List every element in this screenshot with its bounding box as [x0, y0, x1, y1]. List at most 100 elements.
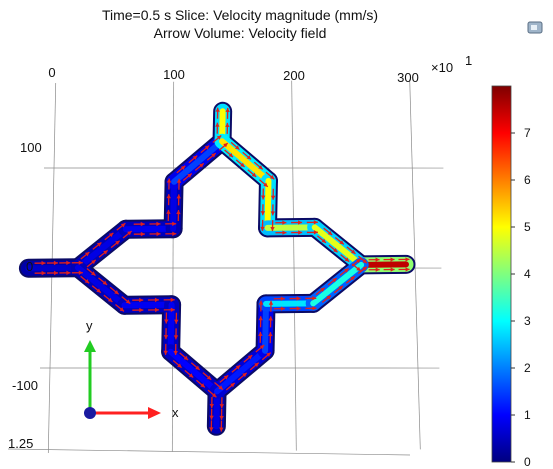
channel-core	[170, 178, 178, 232]
velocity-arrowhead	[298, 230, 303, 235]
velocity-arrowhead	[166, 178, 172, 183]
velocity-arrowhead	[266, 352, 271, 357]
velocity-arrowhead	[312, 306, 317, 311]
velocity-arrowhead	[204, 145, 210, 150]
velocity-arrowhead	[163, 350, 168, 355]
velocity-arrowhead	[66, 260, 71, 266]
velocity-arrowhead	[228, 152, 233, 158]
channel-core	[171, 138, 226, 185]
velocity-arrowhead	[258, 165, 263, 170]
velocity-arrowhead	[96, 288, 101, 293]
y-tick-labels: 100 0 -100 1.25	[8, 140, 42, 451]
velocity-arrowhead	[263, 182, 268, 187]
velocity-arrowhead	[338, 285, 343, 291]
velocity-arrowhead	[54, 270, 59, 276]
velocity-arrowhead	[103, 250, 108, 255]
velocity-arrowhead	[350, 249, 356, 254]
colorbar-ticks: 0 1 2 3 4 5 6 7	[511, 126, 531, 469]
velocity-arrowhead	[282, 220, 287, 225]
velocity-arrowhead	[280, 306, 285, 311]
velocity-arrowhead	[327, 230, 333, 236]
velocity-arrowhead	[127, 231, 132, 236]
camera-icon[interactable]	[527, 21, 543, 34]
velocity-arrowhead	[199, 163, 204, 168]
velocity-arrowhead	[235, 365, 241, 370]
velocity-arrowhead	[66, 270, 71, 276]
velocity-arrowhead	[375, 267, 380, 272]
velocity-arrowhead	[177, 363, 182, 368]
velocity-arrowhead	[326, 295, 331, 300]
velocity-arrowhead	[78, 270, 83, 275]
x-tick-300: 300	[397, 70, 419, 85]
velocity-arrowhead	[219, 427, 224, 432]
velocity-arrowhead	[218, 385, 223, 390]
velocity-arrowhead	[350, 276, 355, 281]
velocity-arrowhead	[362, 266, 367, 271]
velocity-arrowhead	[176, 210, 181, 215]
velocity-arrowhead	[247, 355, 253, 360]
channel-core	[25, 264, 81, 272]
velocity-arrowhead	[258, 300, 264, 305]
velocity-arrowhead	[260, 195, 266, 200]
velocity-arrowhead	[125, 299, 131, 304]
x-exponent-label: ×10	[431, 60, 453, 75]
velocity-arrowhead	[96, 242, 102, 247]
velocity-arrowhead	[333, 247, 338, 253]
grid-hline	[7, 448, 411, 456]
colorbar	[491, 85, 512, 463]
chart-title: Time=0.5 s Slice: Velocity magnitude (mm…	[102, 7, 378, 23]
velocity-arrowhead	[225, 107, 230, 112]
velocity-arrowhead	[154, 297, 159, 303]
velocity-arrowhead	[53, 260, 58, 266]
velocity-arrowhead	[251, 172, 257, 177]
y-tick-0: 0	[26, 259, 33, 274]
triad-x-label: x	[172, 405, 179, 420]
channel-core	[264, 177, 272, 231]
velocity-arrowhead	[192, 155, 198, 160]
velocity-arrowhead	[120, 223, 126, 228]
y-tick-100: 100	[20, 140, 42, 155]
velocity-arrowhead	[164, 319, 169, 324]
velocity-arrowhead	[176, 194, 181, 199]
velocity-arrowhead	[209, 427, 214, 432]
colorbar-tick-label: 1	[524, 408, 531, 422]
velocity-arrowhead	[166, 194, 171, 199]
velocity-arrowhead	[195, 365, 200, 370]
velocity-arrowhead	[206, 375, 212, 380]
triad-origin	[84, 407, 96, 419]
velocity-arrowhead	[211, 153, 216, 158]
colorbar-tick-label: 2	[524, 361, 531, 375]
velocity-arrowhead	[91, 259, 96, 265]
velocity-arrowhead	[260, 226, 265, 231]
x-tick-labels: 0 100 200 300 ×10 1	[48, 53, 472, 85]
x-tick-100: 100	[163, 67, 185, 82]
velocity-arrowhead	[332, 278, 337, 283]
channel-core	[167, 301, 175, 355]
colorbar-tick-label: 3	[524, 314, 531, 328]
velocity-arrowhead	[187, 173, 192, 178]
channel-core	[74, 226, 129, 271]
velocity-arrowhead	[375, 257, 380, 262]
colorbar-tick-label: 6	[524, 173, 531, 187]
triad-x-arrowhead	[148, 407, 161, 419]
velocity-arrowhead	[108, 232, 114, 238]
velocity-arrowhead	[405, 267, 410, 272]
velocity-arrowhead	[223, 375, 229, 380]
velocity-arrowhead	[320, 287, 325, 292]
velocity-arrowhead	[296, 306, 301, 311]
velocity-arrowhead	[155, 307, 160, 313]
velocity-arrowhead	[268, 316, 273, 321]
velocity-arrowhead	[84, 252, 90, 257]
velocity-arrowhead	[119, 307, 125, 312]
channel-core	[167, 348, 221, 395]
velocity-arrowhead	[312, 296, 317, 301]
velocity-arrowhead	[259, 344, 265, 350]
velocity-arrowhead	[140, 231, 145, 237]
velocity-arrowhead	[139, 307, 144, 313]
grid-vline	[291, 80, 297, 451]
velocity-arrowhead	[240, 162, 245, 168]
velocity-arrowhead	[188, 373, 194, 378]
velocity-arrowhead	[172, 221, 177, 226]
channel-core	[219, 138, 272, 184]
channel-core	[262, 300, 269, 354]
